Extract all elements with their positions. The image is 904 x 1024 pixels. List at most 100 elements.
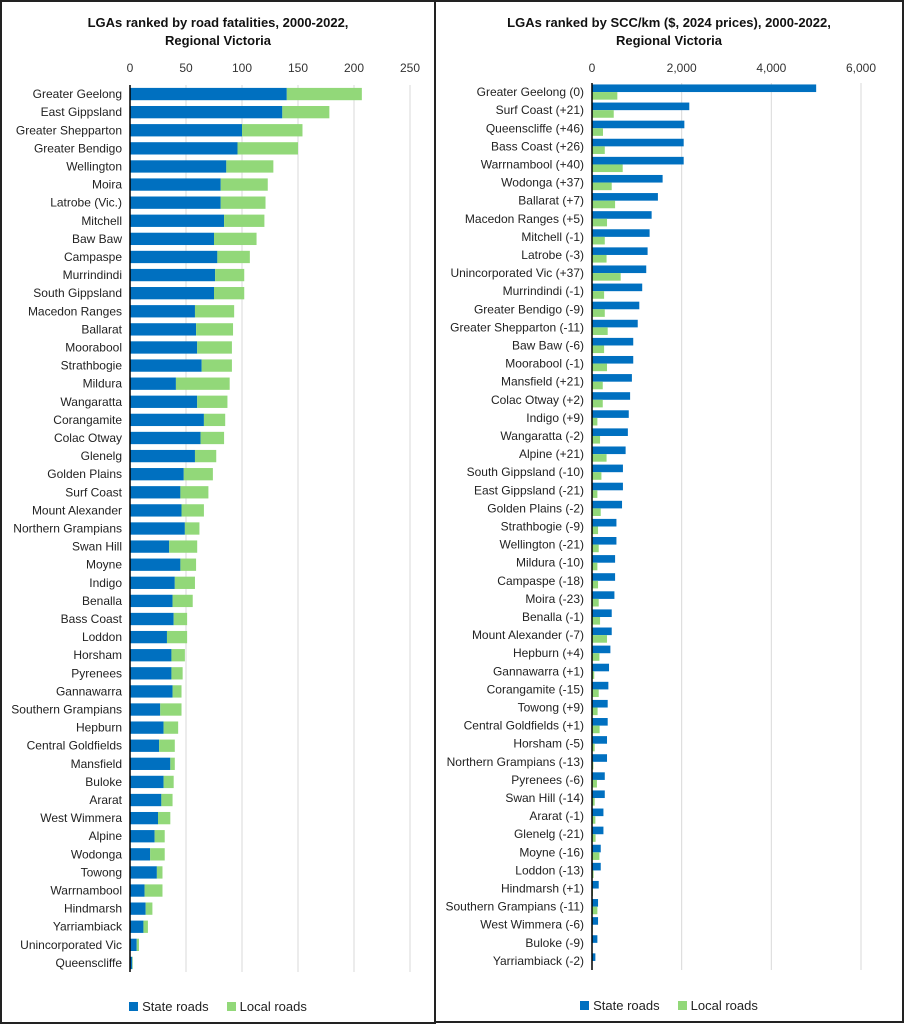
bar-state — [130, 866, 157, 879]
scc-chart-legend: State roads Local roads — [436, 998, 902, 1013]
bar-state — [130, 558, 181, 571]
category-label: Greater Shepparton (-11) — [450, 320, 584, 334]
category-label: Colac Otway — [54, 431, 122, 445]
bar-local — [175, 377, 230, 390]
bar-local — [592, 291, 605, 299]
bar-local — [592, 617, 601, 625]
bar-state — [592, 573, 616, 581]
bar-local — [592, 689, 599, 698]
bar-state — [130, 739, 160, 752]
category-label: Ararat (-1) — [529, 809, 584, 823]
bar-local — [194, 305, 235, 318]
bar-state — [130, 649, 172, 662]
bar-local — [169, 540, 198, 553]
category-label: Alpine (+21) — [519, 447, 584, 461]
bar-state — [130, 630, 167, 644]
category-label: Buloke — [85, 775, 122, 789]
bar-local — [171, 649, 185, 662]
bar-state — [130, 105, 283, 119]
bar-local — [592, 544, 599, 553]
bar-local — [592, 309, 605, 317]
category-label: Surf Coast (+21) — [496, 103, 584, 117]
category-label: Surf Coast — [65, 485, 122, 499]
x-tick-label: 2,000 — [667, 61, 697, 75]
bar-state — [592, 899, 599, 907]
bar-local — [282, 105, 330, 119]
category-label: Unincorporated Vic — [20, 938, 122, 952]
bar-local — [161, 793, 173, 807]
category-label: Greater Geelong — [33, 87, 122, 101]
bar-local — [180, 558, 197, 571]
bar-state — [592, 193, 658, 201]
bar-local — [592, 363, 608, 372]
category-label: Moira — [92, 178, 122, 192]
bar-state — [592, 247, 648, 255]
bar-state — [592, 518, 617, 527]
bar-local — [592, 435, 601, 444]
bar-local — [194, 449, 217, 463]
category-label: Moira (-23) — [525, 592, 584, 606]
title-line-2: Regional Victoria — [165, 33, 271, 48]
category-label: Greater Bendigo — [34, 141, 122, 155]
category-label: Warrnambool — [50, 884, 122, 898]
bar-state — [592, 301, 640, 310]
category-label: Moorabool (-1) — [505, 357, 584, 371]
category-label: Bass Coast (+26) — [491, 139, 584, 153]
title-line-1: LGAs ranked by SCC/km ($, 2024 prices), … — [507, 15, 831, 30]
legend-swatch-state — [129, 1002, 139, 1011]
bar-local — [224, 214, 265, 227]
bar-state — [130, 359, 202, 372]
category-label: Yarriambiack (-2) — [493, 954, 584, 968]
x-tick-label: 0 — [589, 61, 596, 75]
category-label: Corangamite — [53, 413, 122, 427]
bar-local — [145, 902, 153, 915]
category-label: Golden Plains — [47, 467, 122, 481]
bar-state — [130, 757, 171, 770]
category-label: Wangaratta — [60, 395, 122, 409]
category-label: Murrindindi — [63, 268, 122, 282]
category-label: Indigo — [89, 576, 122, 590]
bar-local — [592, 580, 599, 589]
bar-state — [592, 446, 626, 455]
bar-state — [130, 793, 162, 807]
bar-local — [592, 218, 608, 227]
bar-local — [592, 200, 616, 209]
category-label: Golden Plains (-2) — [487, 501, 584, 515]
bar-local — [197, 395, 228, 408]
legend-item-state: State roads — [129, 999, 209, 1014]
bar-local — [166, 630, 188, 644]
category-label: Northern Grampians (-13) — [447, 755, 584, 769]
legend-swatch-local — [677, 1001, 687, 1010]
category-label: Strathbogie — [61, 359, 123, 373]
fatalities-chart-title: LGAs ranked by road fatalities, 2000-202… — [2, 14, 434, 50]
bar-state — [592, 156, 684, 165]
category-label: Mildura (-10) — [516, 556, 584, 570]
bar-local — [163, 775, 174, 789]
bar-state — [592, 754, 608, 762]
category-label: Moyne (-16) — [519, 845, 584, 859]
scc-chart-plot: 0 2,000 4,000 6,000 Greater Geelong (0) Surf … — [445, 61, 876, 970]
category-label: Greater Bendigo (-9) — [474, 302, 584, 316]
bar-local — [592, 472, 602, 480]
bar-state — [130, 902, 146, 915]
legend-swatch-local — [226, 1002, 236, 1011]
bar-local — [592, 92, 618, 100]
bar-state — [130, 811, 158, 825]
legend-item-state: State roads — [580, 998, 660, 1013]
bar-state — [130, 287, 214, 300]
bar-state — [130, 160, 227, 173]
x-tick-label: 50 — [179, 61, 193, 75]
category-label: Ballarat — [81, 322, 122, 336]
category-label: West Wimmera (-6) — [480, 918, 584, 932]
bar-state — [130, 124, 242, 137]
x-tick-label: 100 — [232, 61, 252, 75]
category-label: Southern Grampians (-11) — [445, 900, 584, 914]
bar-state — [130, 884, 145, 897]
bar-state — [130, 956, 133, 970]
bar-local — [158, 811, 171, 825]
category-label: Yarriambiack — [53, 920, 123, 934]
bar-local — [592, 508, 601, 517]
category-label: Moorabool — [65, 340, 122, 354]
bar-local — [136, 938, 139, 952]
title-line-2: Regional Victoria — [616, 33, 722, 48]
